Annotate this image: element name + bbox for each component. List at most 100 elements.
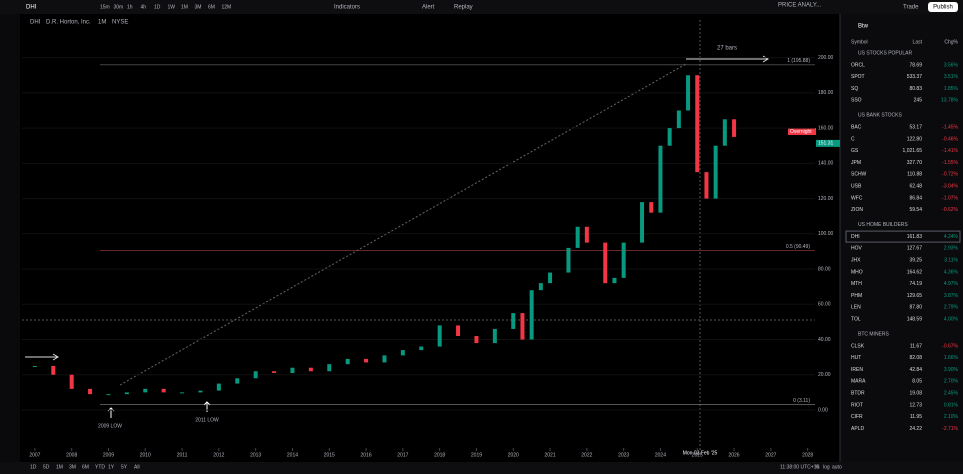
watch-symbol[interactable]: IREN [851,367,863,373]
layout-name[interactable]: PRICE ANALY... [778,3,821,9]
log-toggle[interactable]: log [823,464,830,470]
watch-symbol[interactable]: C [851,136,855,142]
watch-symbol[interactable]: WFC [851,195,863,201]
watch-symbol[interactable]: ORCL [851,62,865,68]
timeframe-button[interactable]: 15m [100,4,110,10]
candle [143,388,148,393]
watch-last: 53.17 [909,125,922,131]
candle [400,350,405,356]
timeframe-button[interactable]: 30m [114,4,124,10]
timeframe-button[interactable]: 12M [222,4,232,10]
candle [32,365,37,367]
range-button[interactable]: 3M [69,464,76,470]
symbol-search[interactable]: DHI [26,5,37,11]
range-button[interactable]: 5D [43,464,50,470]
x-tick-label: 2018 [434,452,445,458]
y-tick-label: 120.00 [818,196,834,202]
section-title[interactable]: US STOCKS POPULAR [858,50,912,56]
watch-symbol[interactable]: SPOT [851,74,865,80]
watch-symbol[interactable]: GS [851,148,859,154]
range-button[interactable]: YTD [95,464,105,470]
candle [419,346,424,351]
y-tick-label: 20.00 [818,372,831,378]
watch-last: 24.22 [909,426,922,432]
watch-symbol[interactable]: DHI [851,234,860,240]
watch-symbol[interactable]: HOV [851,246,863,252]
x-tick-label: 2026 [728,452,739,458]
x-tick-label: 2011 [177,452,188,458]
x-tick-label: 2008 [66,452,77,458]
candle [492,328,497,344]
watch-last: 80.83 [909,86,922,92]
watch-last: 1,021.65 [903,148,923,154]
timeframe-button[interactable]: 1h [127,4,133,10]
watch-symbol[interactable]: CLSK [851,343,865,349]
range-button[interactable]: All [134,464,140,470]
watch-symbol[interactable]: APLD [851,426,864,432]
watch-last: 86.84 [909,195,922,201]
watch-symbol[interactable]: MTH [851,281,862,287]
watch-symbol[interactable]: TOL [851,317,861,323]
watch-symbol[interactable]: SCHW [851,172,867,178]
timeframe-button[interactable]: 1W [168,4,176,10]
candle [732,119,737,137]
section-title[interactable]: US BANK STOCKS [858,113,902,119]
publish-bg [928,2,958,12]
watch-chg: 2.70% [944,379,959,385]
replay-button[interactable]: Replay [454,5,473,11]
watch-symbol[interactable]: MHO [851,269,863,275]
indicators-button[interactable]: Indicators [334,5,360,11]
timeframe-button[interactable]: 6M [208,4,215,10]
range-button[interactable]: 5Y [121,464,128,470]
watch-chg: 13.78% [941,98,959,104]
candle [686,75,691,111]
range-button[interactable]: 1M [56,464,63,470]
range-button[interactable]: 1Y [108,464,115,470]
auto-toggle[interactable]: auto [832,464,842,470]
candle [364,358,369,363]
watch-symbol[interactable]: JHX [851,258,861,264]
watch-symbol[interactable]: MARA [851,379,866,385]
watch-symbol[interactable]: PHM [851,293,862,299]
watch-symbol[interactable]: SQ [851,86,858,92]
watch-symbol[interactable]: BTDR [851,391,865,397]
watch-chg: -1.55% [942,160,958,166]
watch-last: 122.80 [907,136,923,142]
watch-symbol[interactable]: JPM [851,160,861,166]
watch-symbol[interactable]: USB [851,184,862,190]
section-title[interactable]: BTC MINERS [858,331,890,337]
timeframe-button[interactable]: 1D [154,4,161,10]
watch-symbol[interactable]: CIFR [851,414,863,420]
annotation: 2011 LOW [195,417,219,423]
candle [382,355,387,363]
timeframe-button[interactable]: 1M [181,4,188,10]
section-title[interactable]: US HOME BUILDERS [858,222,908,228]
candle [216,383,221,391]
x-tick-label: 2007 [29,452,40,458]
watch-symbol[interactable]: LEN [851,305,861,311]
watch-symbol[interactable]: SSO [851,98,862,104]
watch-symbol[interactable]: HUT [851,355,861,361]
candle [713,145,718,199]
range-button[interactable]: 6M [82,464,89,470]
candle [566,247,571,273]
watch-symbol[interactable]: BAC [851,125,862,131]
candle [180,392,185,394]
percent-toggle[interactable]: % [815,464,820,470]
watchlist-name[interactable]: Btw [858,24,869,30]
watch-symbol[interactable]: RIOT [851,402,863,408]
watch-last: 62.48 [909,184,922,190]
crosshair-date: Mon 03 Feb '25 [683,450,718,456]
timeframe-button[interactable]: 4h [141,4,147,10]
bottom-bar [0,462,963,474]
candle [704,172,709,199]
timeframe-button[interactable]: 3M [195,4,202,10]
trade-button[interactable]: Trade [903,5,919,11]
range-button[interactable]: 1D [30,464,37,470]
y-tick-label: 40.00 [818,337,831,343]
alert-button[interactable]: Alert [422,5,435,11]
publish-button[interactable]: Publish [933,5,953,11]
watch-last: 161.83 [907,234,923,240]
watch-symbol[interactable]: ZION [851,207,863,213]
row-highlight [845,230,961,243]
